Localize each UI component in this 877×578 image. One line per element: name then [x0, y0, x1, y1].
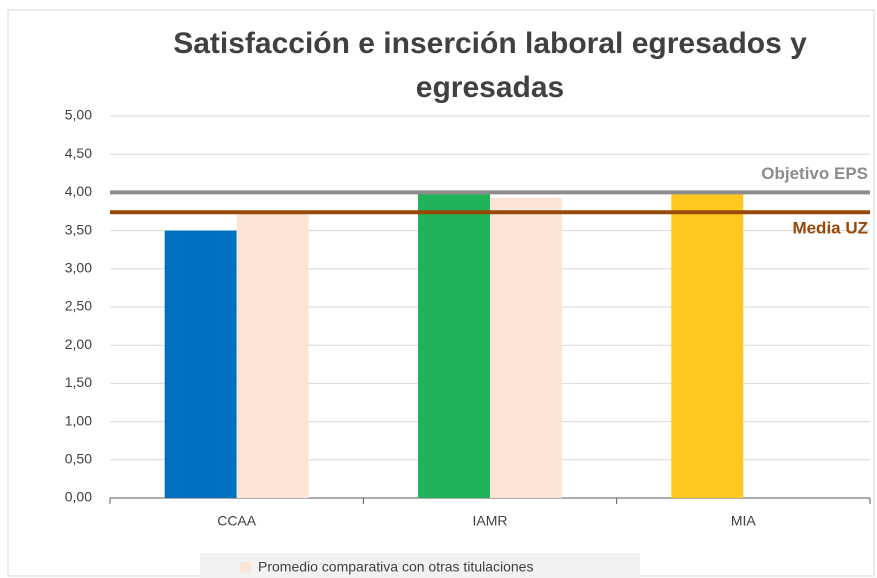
bar: [418, 192, 490, 498]
x-tick-label: IAMR: [473, 513, 508, 529]
y-tick-label: 3,00: [65, 260, 92, 276]
x-tick-label: MIA: [731, 513, 757, 529]
legend-box: [200, 553, 640, 578]
reference-label: Media UZ: [792, 219, 868, 238]
y-tick-label: 5,00: [65, 107, 92, 123]
x-tick-label: CCAA: [217, 513, 257, 529]
y-tick-label: 1,50: [65, 374, 92, 390]
y-tick-label: 2,50: [65, 298, 92, 314]
y-tick-label: 0,00: [65, 489, 92, 505]
bar: [164, 230, 237, 498]
chart-title: Satisfacción e inserción laboral egresad…: [173, 27, 807, 104]
y-tick-label: 3,50: [65, 221, 92, 237]
legend-swatch: [240, 562, 251, 573]
bar: [671, 192, 744, 498]
legend-label: Promedio comparativa con otras titulacio…: [258, 559, 533, 575]
y-tick-label: 4,50: [65, 145, 92, 161]
y-tick-label: 1,00: [65, 412, 92, 428]
bar: [490, 197, 562, 499]
y-tick-label: 2,00: [65, 336, 92, 352]
reference-label: Objetivo EPS: [761, 164, 868, 183]
y-tick-label: 0,50: [65, 451, 92, 467]
y-tick-label: 4,00: [65, 183, 92, 199]
bar: [236, 211, 309, 498]
